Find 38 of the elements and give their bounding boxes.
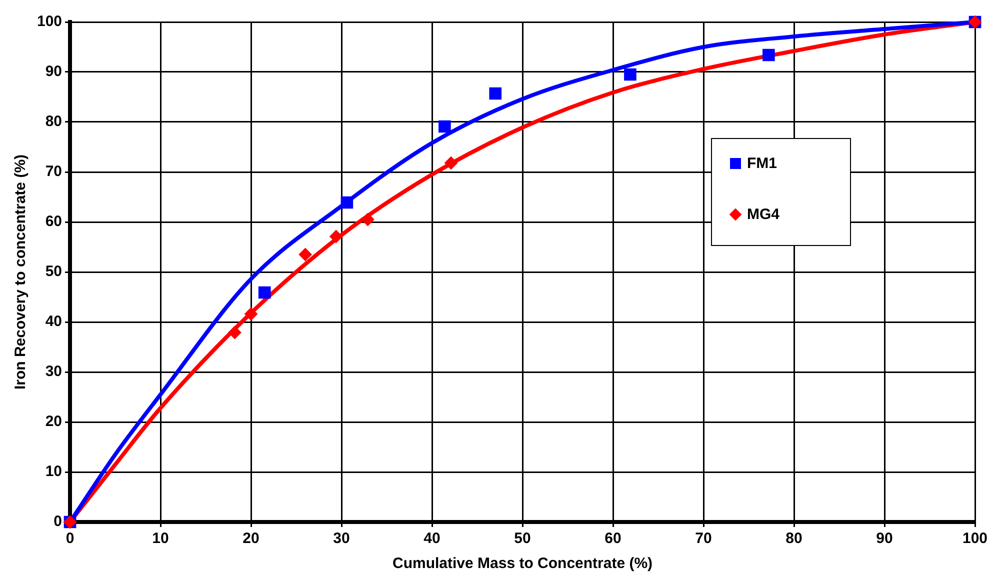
y-tick-label: 70 (45, 163, 62, 180)
x-tick-label: 30 (333, 530, 350, 548)
point (624, 68, 636, 81)
point (762, 48, 775, 62)
point (244, 308, 258, 320)
point (228, 326, 242, 339)
point (330, 230, 343, 243)
point (298, 248, 312, 261)
point (258, 286, 271, 299)
x-tick-label: 20 (242, 530, 260, 548)
y-axis-title: Iron Recovery to concentrate (%) (12, 154, 30, 390)
y-tick-label: 50 (45, 263, 62, 280)
y-tick-label: 60 (45, 213, 62, 230)
x-tick-label: 40 (424, 530, 440, 548)
x-tick-label: 70 (695, 530, 712, 548)
y-tick-label: 80 (45, 113, 62, 130)
point (438, 120, 451, 133)
y-tick-label: 0 (54, 513, 62, 530)
y-tick-label: 100 (36, 13, 62, 30)
x-tick-label: 100 (962, 530, 988, 548)
y-tick-label: 40 (45, 313, 62, 330)
x-tick-label: 10 (152, 530, 169, 548)
x-axis-title: Cumulative Mass to Concentrate (%) (392, 555, 653, 572)
x-tick-label: 60 (604, 530, 622, 548)
legend-label: FM1 (747, 155, 777, 172)
x-tick-label: 0 (66, 530, 74, 548)
y-tick-label: 10 (45, 463, 62, 480)
y-tick-label: 20 (45, 413, 62, 430)
point (444, 156, 458, 170)
point (361, 213, 374, 226)
x-tick-label: 90 (876, 530, 893, 548)
x-tick-label: 50 (514, 530, 531, 548)
y-tick-label: 90 (45, 63, 62, 80)
x-tick-label: 80 (786, 530, 802, 548)
point (340, 196, 354, 209)
y-tick-label: 30 (45, 363, 62, 380)
legend-label: MG4 (747, 206, 780, 223)
point (489, 87, 502, 100)
